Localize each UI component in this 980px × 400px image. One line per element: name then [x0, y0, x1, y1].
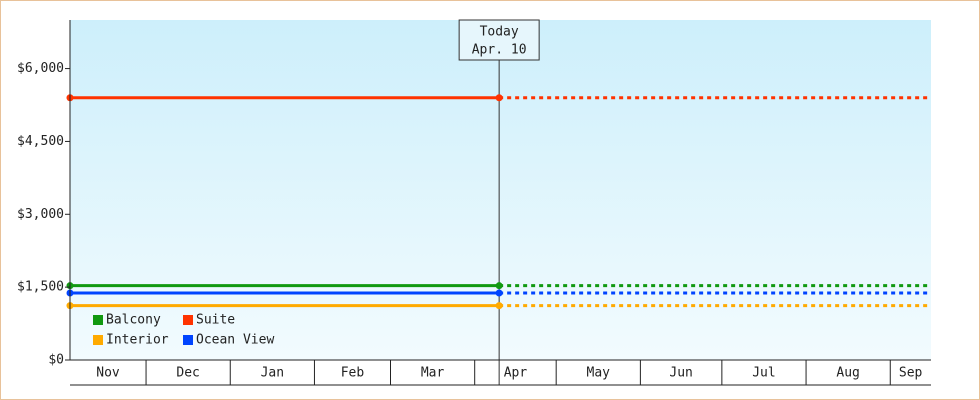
x-tick-label: Apr: [504, 366, 528, 381]
today-title: Today: [480, 25, 519, 40]
legend-label: Interior: [106, 333, 169, 348]
y-tick-label: $4,500: [17, 134, 64, 149]
x-tick-label: Aug: [836, 366, 859, 381]
x-tick-label: Dec: [176, 366, 199, 381]
x-tick-label: Jun: [669, 366, 692, 381]
x-tick-label: May: [587, 366, 611, 381]
y-tick-label: $6,000: [17, 61, 64, 76]
point: [495, 94, 503, 102]
x-tick-label: Mar: [421, 366, 445, 381]
x-tick-label: Nov: [96, 366, 120, 381]
legend-swatch: [183, 335, 193, 345]
plot-area: [70, 20, 931, 360]
point: [495, 302, 503, 310]
x-tick-label: Feb: [341, 366, 365, 381]
legend-swatch: [183, 315, 193, 325]
y-tick-label: $0: [48, 353, 64, 368]
legend-swatch: [93, 315, 103, 325]
today-box: [458, 19, 540, 61]
x-tick-label: Jul: [752, 366, 775, 381]
x-tick-label: Sep: [899, 366, 923, 381]
y-tick-label: $3,000: [17, 207, 64, 222]
legend-label: Balcony: [106, 313, 161, 328]
x-tick-label: Jan: [261, 366, 284, 381]
point: [495, 282, 503, 290]
y-tick-label: $1,500: [17, 280, 64, 295]
legend-swatch: [93, 335, 103, 345]
today-date: Apr. 10: [472, 43, 527, 58]
legend-label: Ocean View: [196, 333, 274, 348]
legend-label: Suite: [196, 313, 235, 328]
point: [495, 289, 503, 297]
